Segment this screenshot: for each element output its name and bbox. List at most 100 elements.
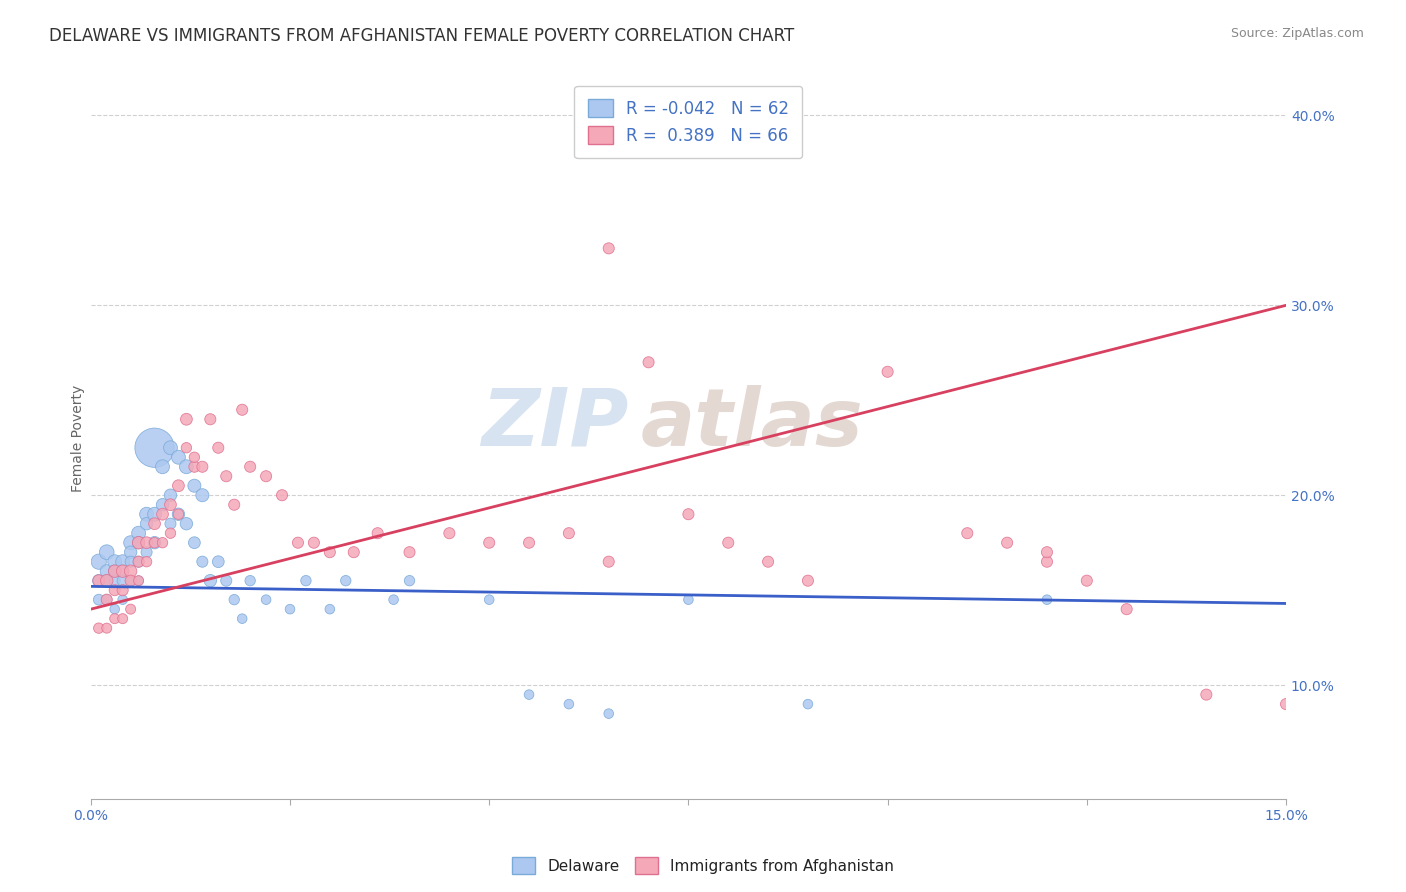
Text: DELAWARE VS IMMIGRANTS FROM AFGHANISTAN FEMALE POVERTY CORRELATION CHART: DELAWARE VS IMMIGRANTS FROM AFGHANISTAN …	[49, 27, 794, 45]
Point	[87, 574, 110, 588]
Point	[87, 621, 110, 635]
Point	[159, 441, 181, 455]
Point	[135, 535, 157, 549]
Point	[167, 507, 190, 521]
Point	[1036, 545, 1059, 559]
Point	[104, 574, 127, 588]
Point	[797, 574, 820, 588]
Point	[96, 621, 118, 635]
Point	[143, 507, 166, 521]
Point	[183, 459, 205, 474]
Point	[756, 555, 779, 569]
Point	[278, 602, 301, 616]
Point	[478, 535, 501, 549]
Point	[120, 545, 142, 559]
Point	[254, 469, 277, 483]
Point	[176, 412, 198, 426]
Point	[143, 516, 166, 531]
Point	[598, 706, 620, 721]
Point	[398, 574, 420, 588]
Point	[87, 574, 110, 588]
Point	[104, 564, 127, 578]
Point	[143, 441, 166, 455]
Point	[159, 498, 181, 512]
Point	[128, 535, 150, 549]
Point	[104, 555, 127, 569]
Point	[439, 526, 461, 541]
Point	[104, 583, 127, 598]
Point	[367, 526, 389, 541]
Point	[111, 564, 134, 578]
Point	[215, 469, 238, 483]
Point	[1036, 592, 1059, 607]
Legend: R = -0.042   N = 62, R =  0.389   N = 66: R = -0.042 N = 62, R = 0.389 N = 66	[575, 86, 803, 158]
Point	[111, 583, 134, 598]
Point	[239, 574, 262, 588]
Point	[191, 488, 214, 502]
Point	[335, 574, 357, 588]
Point	[319, 602, 342, 616]
Point	[135, 555, 157, 569]
Point	[224, 498, 246, 512]
Point	[104, 602, 127, 616]
Point	[120, 574, 142, 588]
Point	[143, 535, 166, 549]
Point	[120, 555, 142, 569]
Point	[120, 602, 142, 616]
Point	[558, 697, 581, 711]
Point	[517, 535, 540, 549]
Point	[96, 592, 118, 607]
Point	[111, 555, 134, 569]
Point	[207, 555, 229, 569]
Point	[1036, 555, 1059, 569]
Point	[128, 574, 150, 588]
Point	[111, 592, 134, 607]
Point	[128, 555, 150, 569]
Point	[96, 574, 118, 588]
Point	[1076, 574, 1098, 588]
Point	[678, 507, 700, 521]
Point	[239, 459, 262, 474]
Point	[382, 592, 405, 607]
Point	[295, 574, 318, 588]
Point	[159, 488, 181, 502]
Point	[207, 441, 229, 455]
Point	[478, 592, 501, 607]
Point	[319, 545, 342, 559]
Point	[104, 612, 127, 626]
Text: Source: ZipAtlas.com: Source: ZipAtlas.com	[1230, 27, 1364, 40]
Point	[152, 459, 174, 474]
Point	[128, 555, 150, 569]
Point	[598, 555, 620, 569]
Point	[176, 441, 198, 455]
Point	[152, 535, 174, 549]
Point	[128, 526, 150, 541]
Point	[159, 526, 181, 541]
Point	[111, 574, 134, 588]
Point	[111, 612, 134, 626]
Point	[183, 479, 205, 493]
Legend: Delaware, Immigrants from Afghanistan: Delaware, Immigrants from Afghanistan	[506, 851, 900, 880]
Point	[398, 545, 420, 559]
Y-axis label: Female Poverty: Female Poverty	[72, 384, 86, 491]
Text: atlas: atlas	[641, 384, 863, 463]
Text: ZIP: ZIP	[481, 384, 628, 463]
Point	[191, 459, 214, 474]
Point	[167, 450, 190, 465]
Point	[176, 459, 198, 474]
Point	[183, 450, 205, 465]
Point	[797, 697, 820, 711]
Point	[271, 488, 294, 502]
Point	[135, 516, 157, 531]
Point	[152, 498, 174, 512]
Point	[1195, 688, 1218, 702]
Point	[995, 535, 1018, 549]
Point	[120, 564, 142, 578]
Point	[143, 535, 166, 549]
Point	[111, 564, 134, 578]
Point	[302, 535, 325, 549]
Point	[128, 535, 150, 549]
Point	[176, 516, 198, 531]
Point	[231, 402, 253, 417]
Point	[87, 592, 110, 607]
